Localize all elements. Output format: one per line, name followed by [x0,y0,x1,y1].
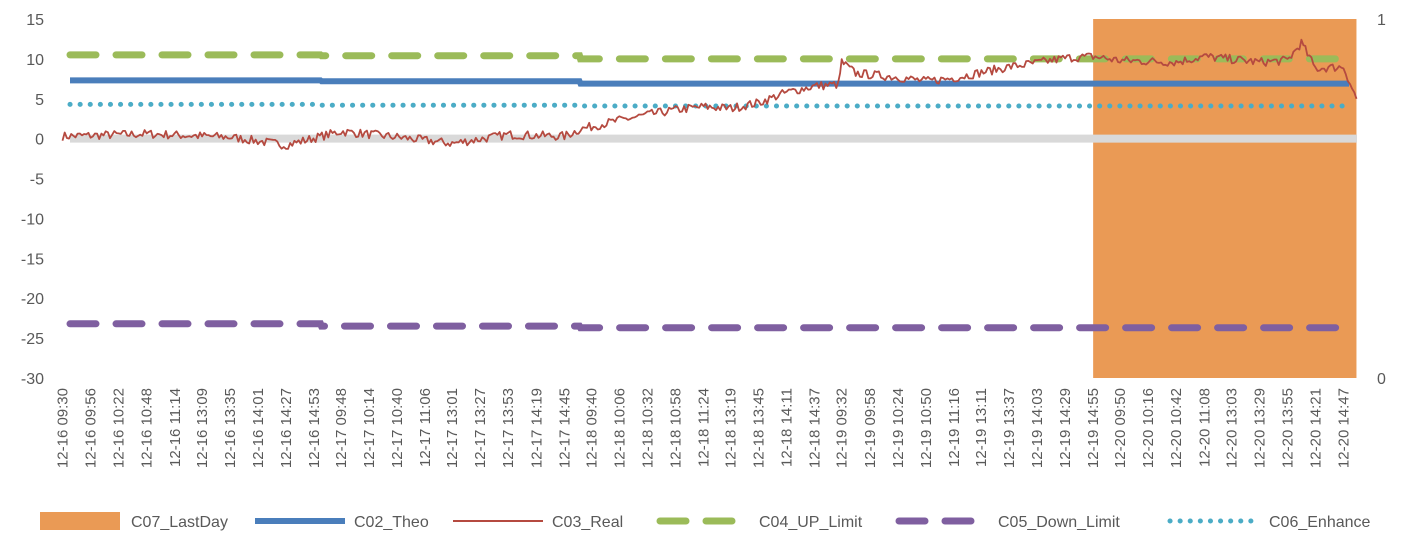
x-tick-label: 12-18 14:37 [807,388,824,468]
x-tick-label: 12-20 14:21 [1308,388,1325,468]
y2-tick-label: 0 [1377,371,1386,388]
x-tick-label: 12-19 14:55 [1085,388,1102,468]
x-tick-label: 12-17 14:19 [528,388,545,468]
legend-label-c04-up-limit: C04_UP_Limit [759,514,863,531]
x-tick-label: 12-18 09:40 [583,388,600,468]
legend-swatch-c07-lastday [40,512,120,530]
series-c03-real-line [61,38,1358,150]
x-tick-label: 12-20 10:42 [1168,388,1185,468]
x-tick-label: 12-19 13:37 [1001,388,1018,468]
x-tick-label: 12-18 10:06 [611,388,628,468]
y-tick-label: 10 [26,52,44,69]
x-tick-label: 12-19 13:11 [973,388,990,467]
x-tick-label: 12-18 14:11 [779,388,796,467]
x-tick-label: 12-17 14:45 [556,388,573,468]
series-c02-theo-line [70,77,1349,87]
x-tick-label: 12-17 13:53 [500,388,517,468]
x-tick-label: 12-20 09:50 [1112,388,1129,468]
x-tick-label: 12-18 13:19 [723,388,740,468]
x-tick-label: 12-19 14:29 [1057,388,1074,468]
x-tick-label: 12-16 09:56 [83,388,100,468]
x-tick-label: 12-16 14:01 [250,388,267,468]
x-tick-label: 12-16 14:53 [306,388,323,468]
y-tick-label: -5 [30,172,44,189]
x-tick-label: 12-19 10:50 [918,388,935,468]
x-tick-label: 12-17 13:01 [444,388,461,468]
legend-label-c05-down-limit: C05_Down_Limit [998,514,1120,531]
x-tick-label: 12-17 10:14 [361,388,378,468]
x-tick-label: 12-16 13:09 [194,388,211,468]
series-c04-up-limit-line [66,51,1353,63]
y-tick-label: -15 [21,251,44,268]
y2-tick-label: 1 [1377,12,1386,29]
y-tick-label: 15 [26,12,44,29]
x-tick-label: 12-16 14:27 [278,388,295,468]
y-tick-label: 0 [35,132,44,149]
legend-label-c07-lastday: C07_LastDay [131,514,228,531]
x-tick-label: 12-19 14:03 [1029,388,1046,468]
x-tick-label: 12-19 11:16 [946,388,963,467]
x-tick-label: 12-20 11:08 [1196,388,1213,467]
y-tick-label: -10 [21,211,44,228]
x-tick-label: 12-18 10:32 [639,388,656,468]
y-tick-label: -20 [21,291,44,308]
x-tick-label: 12-18 13:45 [751,388,768,468]
series-c07-lastday-area [1093,19,1357,378]
x-tick-label: 12-16 10:48 [139,388,156,468]
x-tick-label: 12-20 14:47 [1336,388,1353,468]
x-tick-label: 12-17 11:06 [417,388,434,467]
legend-label-c06-enhance: C06_Enhance [1269,514,1371,531]
x-tick-label: 12-16 13:35 [222,388,239,468]
x-tick-label: 12-19 09:32 [834,388,851,468]
x-tick-label: 12-17 13:27 [472,388,489,468]
y-tick-label: -25 [21,331,44,348]
x-tick-label: 12-20 13:55 [1279,388,1296,468]
y-tick-label: 5 [35,92,44,109]
x-tick-label: 12-16 09:30 [55,388,72,468]
x-tick-label: 12-16 11:14 [167,388,184,467]
x-tick-label: 12-18 11:24 [696,388,713,467]
legend-label-c02-theo: C02_Theo [354,514,429,531]
legend-label-c03-real: C03_Real [552,514,623,531]
x-tick-label: 12-18 10:58 [668,388,685,468]
x-tick-label: 12-19 10:24 [890,388,907,468]
series-c05-down-limit-line [66,320,1353,332]
x-tick-label: 12-20 10:16 [1140,388,1157,468]
y-tick-label: -30 [21,371,44,388]
x-tick-label: 12-17 09:48 [333,388,350,468]
x-tick-label: 12-19 09:58 [862,388,879,468]
x-tick-label: 12-20 13:03 [1223,388,1240,468]
x-tick-label: 12-17 10:40 [389,388,406,468]
x-tick-label: 12-20 13:29 [1251,388,1268,468]
x-tick-label: 12-16 10:22 [111,388,128,468]
